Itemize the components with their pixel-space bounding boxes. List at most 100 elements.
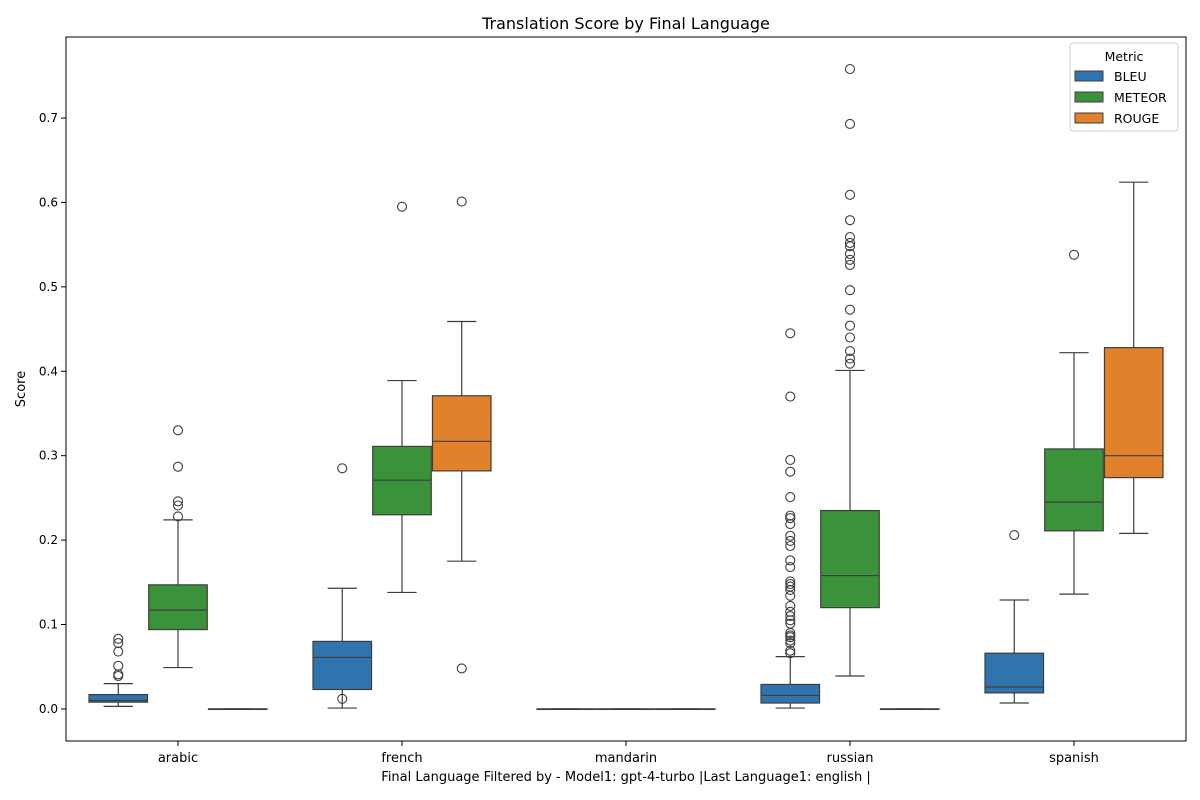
outlier-point	[396, 201, 408, 212]
box-bleu-spanish	[984, 529, 1045, 704]
box-iqr	[984, 652, 1045, 694]
legend-swatch-rouge	[1074, 112, 1104, 124]
outlier-point	[844, 189, 856, 200]
box-meteor-mandarin	[596, 708, 656, 711]
box-bleu-arabic	[88, 633, 149, 707]
legend: Metric BLEU METEOR ROUGE	[1069, 42, 1179, 132]
outlier-point	[785, 491, 796, 503]
outlier-point	[844, 285, 856, 296]
x-tick-label: mandarin	[595, 751, 657, 766]
outlier-point	[785, 600, 796, 611]
box-iqr	[312, 640, 373, 691]
outlier-point	[785, 540, 796, 552]
x-tick-label: french	[381, 751, 422, 766]
outlier-point	[785, 530, 796, 541]
outlier-point	[844, 358, 856, 369]
box-iqr	[1103, 347, 1164, 479]
outlier-point	[844, 248, 856, 259]
outlier-point	[785, 562, 796, 573]
y-tick-label: 0.3	[39, 449, 58, 463]
outlier-point	[785, 638, 796, 649]
legend-swatch-meteor	[1074, 91, 1104, 103]
box-rouge-arabic	[207, 708, 268, 711]
box-bleu-mandarin	[536, 708, 597, 711]
outlier-point	[113, 638, 124, 649]
legend-label-bleu: BLEU	[1114, 69, 1147, 84]
outlier-point	[172, 425, 184, 436]
box-meteor-russian	[820, 64, 880, 677]
y-tick-label: 0.7	[39, 111, 58, 125]
outlier-point	[785, 328, 796, 339]
box-meteor-arabic	[148, 425, 208, 669]
box-rouge-mandarin	[655, 708, 716, 711]
outlier-point	[785, 584, 796, 595]
box-meteor-french	[372, 201, 432, 594]
chart-title: Translation Score by Final Language	[481, 14, 770, 33]
outlier-point	[844, 241, 856, 252]
outlier-point	[785, 645, 796, 656]
box-rouge-french	[431, 196, 492, 674]
x-axis-label: Final Language Filtered by - Model1: gpt…	[381, 770, 870, 785]
outlier-point	[113, 646, 124, 657]
outlier-point	[172, 461, 184, 472]
legend-label-rouge: ROUGE	[1114, 111, 1159, 126]
outlier-point	[844, 345, 856, 357]
outlier-point	[172, 511, 184, 522]
box-rouge-spanish	[1103, 181, 1164, 534]
outlier-point	[785, 590, 796, 601]
box-iqr	[148, 584, 208, 631]
outlier-point	[785, 576, 796, 587]
outlier-point	[172, 500, 184, 511]
outlier-point	[113, 670, 124, 682]
outlier-point	[785, 535, 796, 546]
outlier-point	[844, 259, 856, 270]
y-tick-label: 0.5	[39, 280, 58, 294]
outlier-point	[785, 578, 796, 590]
outlier-point	[844, 304, 856, 315]
y-axis: 0.0 0.1 0.2 0.3 0.4 0.5 0.6 0.7	[39, 111, 66, 716]
box-bleu-russian	[760, 328, 821, 709]
outlier-point	[844, 254, 856, 265]
x-tick-label: russian	[827, 751, 874, 766]
y-tick-label: 0.6	[39, 195, 58, 209]
outlier-point	[456, 663, 467, 674]
outlier-point	[113, 633, 124, 644]
box-iqr	[431, 395, 492, 472]
outlier-point	[337, 693, 348, 704]
legend-label-meteor: METEOR	[1114, 90, 1167, 105]
box-iqr	[820, 509, 880, 609]
box-rouge-russian	[879, 708, 940, 711]
outlier-point	[456, 196, 467, 207]
outlier-point	[785, 555, 796, 566]
outlier-point	[785, 391, 796, 402]
outlier-point	[785, 627, 796, 639]
outlier-point	[785, 635, 796, 646]
x-tick-label: arabic	[158, 751, 198, 766]
outlier-point	[844, 215, 856, 226]
y-tick-label: 0.4	[39, 364, 58, 378]
box-iqr	[760, 683, 821, 704]
outlier-point	[172, 496, 184, 507]
box-iqr	[88, 693, 149, 703]
y-tick-label: 0.0	[39, 702, 58, 716]
y-tick-label: 0.2	[39, 533, 58, 547]
outlier-point	[113, 660, 124, 671]
box-meteor-spanish	[1044, 249, 1104, 595]
x-tick-label: spanish	[1049, 751, 1099, 766]
outlier-point	[785, 632, 796, 643]
outlier-point	[844, 118, 856, 129]
outlier-point	[785, 611, 796, 622]
plot-frame	[65, 36, 1187, 742]
outlier-point	[785, 615, 796, 626]
legend-box	[1069, 42, 1179, 132]
outlier-point	[844, 64, 856, 75]
outlier-point	[844, 353, 856, 364]
x-axis: arabic french mandarin russian spanish	[158, 741, 1099, 766]
outlier-point	[785, 606, 796, 617]
outlier-point	[337, 463, 348, 474]
outlier-point	[785, 648, 796, 659]
outlier-point	[785, 466, 796, 477]
outlier-point	[1009, 529, 1020, 541]
box-bleu-french	[312, 463, 373, 709]
